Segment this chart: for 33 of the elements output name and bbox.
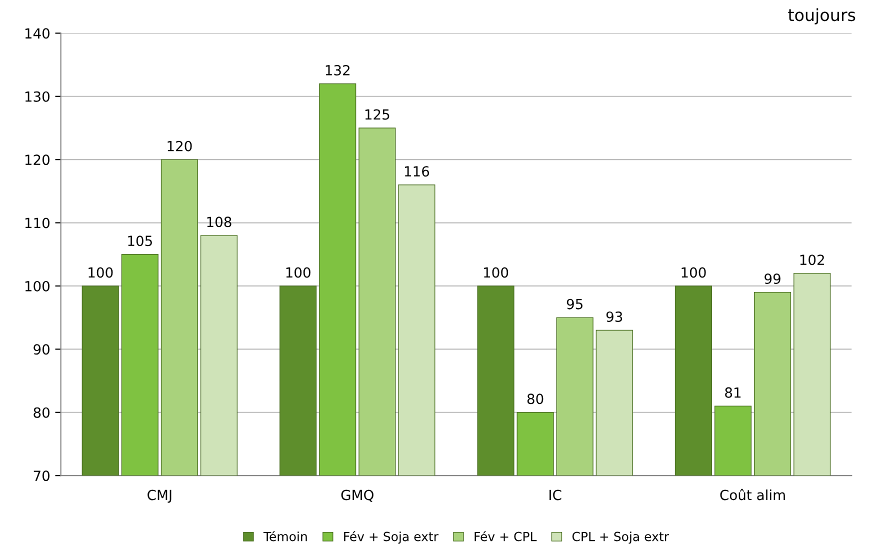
legend-label: CPL + Soja extr [572, 532, 669, 544]
y-tick-label: 120 [25, 154, 50, 166]
legend-label: Fév + CPL [474, 531, 537, 542]
x-tick-label: IC [550, 490, 562, 500]
data-label: 95 [566, 298, 582, 310]
data-label: 102 [800, 254, 824, 266]
y-tick-label: 110 [25, 218, 50, 228]
data-label: 99 [764, 274, 780, 284]
data-label: 100 [88, 267, 113, 278]
data-label: 108 [207, 216, 232, 228]
y-tick-label: 140 [25, 28, 50, 39]
y-tick-label: 70 [34, 470, 50, 482]
y-tick-label: 90 [34, 344, 50, 355]
data-label: 125 [365, 109, 390, 120]
data-label: 93 [606, 311, 622, 322]
data-label: 81 [725, 387, 741, 398]
x-tick-label: GMQ [341, 490, 374, 502]
data-label: 100 [682, 267, 706, 278]
data-label: 80 [527, 394, 544, 404]
legend-label: Fév + Soja extr [344, 531, 438, 544]
x-tick-label: CMJ [148, 490, 172, 503]
data-label: 105 [128, 236, 152, 246]
data-label: 132 [326, 64, 350, 76]
data-label: 100 [484, 267, 508, 278]
y-tick-label: 130 [25, 91, 50, 102]
legend-label: Témoin [263, 531, 307, 542]
text: toujours [788, 8, 856, 24]
data-label: 100 [286, 267, 310, 278]
x-tick-label: Coût alim [720, 488, 785, 500]
y-tick-label: 80 [34, 407, 50, 418]
data-label: 120 [168, 140, 192, 152]
y-tick-label: 100 [25, 280, 50, 292]
data-label: 116 [404, 166, 430, 177]
